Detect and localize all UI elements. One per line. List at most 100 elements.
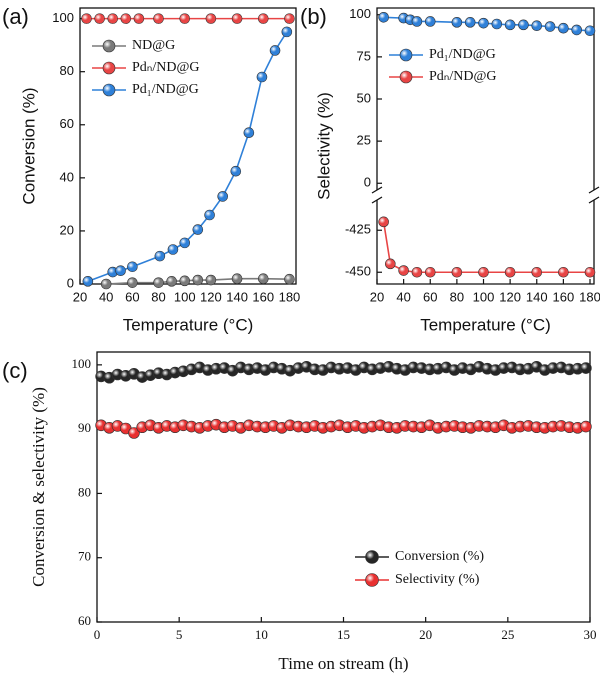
data-point — [424, 266, 436, 278]
legend-marker — [399, 70, 413, 84]
data-point — [571, 24, 582, 36]
legend-label: Pd₁/ND@G — [132, 82, 199, 97]
data-point — [284, 273, 295, 285]
legend-marker — [102, 61, 116, 75]
legend-marker — [102, 39, 116, 53]
data-point — [205, 13, 217, 24]
data-point — [127, 277, 138, 288]
y-tick-label: 40 — [60, 169, 74, 184]
x-tick-label: 5 — [176, 627, 183, 642]
x-tick-label: 40 — [99, 289, 113, 304]
panel: 0 5 10 15 20 25 30 60 70 80 90 100 Time on stream (h… — [2, 351, 597, 673]
x-tick-label: 120 — [200, 289, 222, 304]
data-point — [478, 17, 489, 29]
legend-label: Selectivity (%) — [395, 572, 480, 587]
legend-label: Conversion (%) — [395, 549, 484, 564]
axis-break — [588, 186, 600, 194]
data-point — [100, 278, 112, 290]
data-point — [127, 261, 138, 273]
data-point — [464, 17, 476, 28]
data-point — [257, 273, 269, 284]
data-point — [504, 266, 516, 278]
legend-label: Pd₁/ND@G — [429, 47, 496, 62]
panel-label: (c) — [2, 358, 28, 383]
data-point — [217, 191, 228, 202]
data-point — [115, 265, 126, 277]
y-tick-label: 70 — [78, 549, 91, 564]
x-axis-title: Temperature (°C) — [420, 315, 551, 334]
data-point — [378, 11, 389, 23]
x-tick-label: 60 — [423, 289, 437, 304]
y-tick-label: 80 — [78, 484, 91, 499]
data-point — [204, 209, 215, 221]
series-line — [106, 277, 290, 285]
y-tick-label: -425 — [345, 222, 371, 237]
x-tick-label: 100 — [174, 289, 196, 304]
data-point — [205, 274, 217, 286]
panel-label: (b) — [300, 4, 327, 29]
data-point — [179, 13, 191, 24]
x-axis-title: Temperature (°C) — [123, 315, 254, 334]
legend-label: Pdₙ/ND@G — [429, 69, 496, 84]
x-tick-label: 60 — [125, 289, 139, 304]
y-tick-label: 100 — [72, 356, 92, 371]
data-point — [558, 22, 569, 34]
y-tick-label: 100 — [52, 10, 74, 25]
data-point — [584, 266, 596, 278]
data-point — [504, 19, 516, 31]
data-point — [491, 18, 503, 30]
x-tick-label: 180 — [579, 289, 600, 304]
y-axis-title: Conversion (%) — [19, 87, 38, 204]
data-point — [243, 127, 255, 139]
data-point — [81, 13, 92, 24]
y-axis-title: Selectivity (%) — [314, 92, 333, 200]
data-point — [230, 165, 242, 177]
legend-label: Pdₙ/ND@G — [132, 60, 199, 75]
x-tick-label: 40 — [396, 289, 410, 304]
data-point — [82, 276, 94, 287]
x-tick-label: 140 — [226, 289, 248, 304]
x-tick-label: 100 — [473, 289, 495, 304]
legend-marker — [399, 48, 413, 62]
y-tick-label: 0 — [364, 175, 371, 190]
x-tick-label: 160 — [252, 289, 274, 304]
data-point — [411, 16, 423, 27]
data-point — [128, 427, 140, 439]
data-point — [544, 21, 556, 32]
x-tick-label: 20 — [370, 289, 384, 304]
x-tick-label: 25 — [501, 627, 514, 642]
axis-break — [588, 196, 600, 204]
x-tick-label: 10 — [255, 627, 268, 642]
panel: 20 40 60 80 100 120 140 160 180 0 25 50 75 100 -450 -42… — [300, 4, 600, 335]
data-point — [107, 13, 119, 24]
data-point — [154, 250, 166, 262]
legend-marker — [102, 83, 116, 97]
data-point — [385, 258, 396, 270]
y-tick-label: 50 — [357, 90, 371, 105]
data-point — [584, 25, 596, 37]
legend-label: ND@G — [132, 38, 175, 53]
data-point — [153, 277, 164, 288]
data-point — [284, 13, 295, 24]
x-axis-title: Time on stream (h) — [278, 654, 408, 673]
y-tick-label: 20 — [60, 222, 74, 237]
data-point — [179, 237, 191, 249]
x-tick-label: 80 — [151, 289, 165, 304]
data-point — [120, 13, 132, 24]
y-tick-label: 75 — [357, 48, 371, 63]
data-point — [580, 420, 592, 433]
data-point — [179, 275, 191, 287]
data-point — [269, 45, 281, 56]
x-tick-label: 80 — [450, 289, 464, 304]
x-tick-label: 160 — [553, 289, 575, 304]
y-tick-label: -450 — [345, 264, 371, 279]
data-point — [167, 244, 179, 255]
data-point — [153, 13, 164, 24]
y-tick-label: 80 — [60, 63, 74, 78]
legend-marker — [365, 573, 379, 587]
data-point — [531, 266, 543, 278]
data-point — [451, 17, 463, 28]
x-tick-label: 180 — [279, 289, 301, 304]
data-point — [256, 71, 268, 83]
